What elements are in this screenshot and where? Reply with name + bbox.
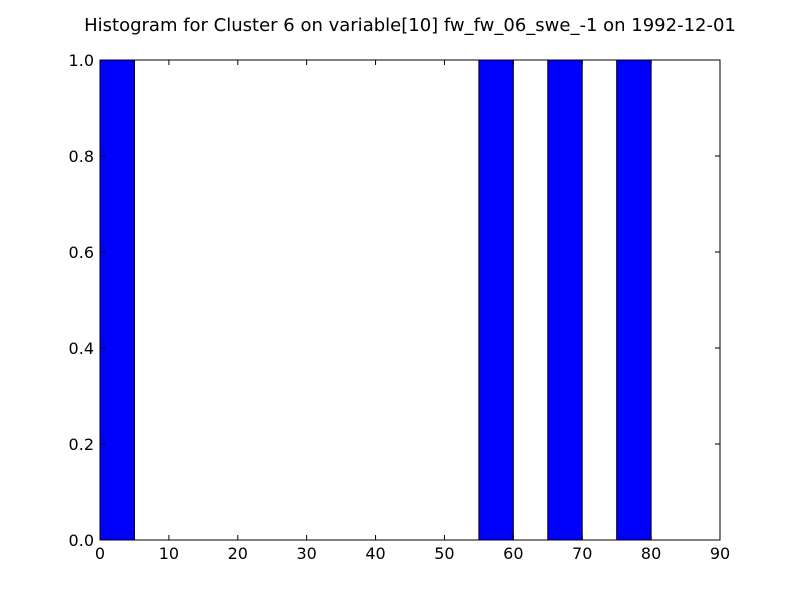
x-tick-label-4: 40 (365, 544, 385, 563)
x-tick-label-6: 60 (503, 544, 523, 563)
y-axis: 0.0 0.2 0.4 0.6 0.8 1.0 (69, 51, 720, 550)
x-tick-label-8: 80 (641, 544, 661, 563)
y-tick-label-0: 0.0 (69, 531, 94, 550)
y-tick-label-1: 0.2 (69, 435, 94, 454)
x-axis: 0 10 20 30 40 50 60 70 80 90 (95, 60, 730, 563)
x-tick-label-2: 20 (228, 544, 248, 563)
x-tick-label-5: 50 (434, 544, 454, 563)
y-tick-label-4: 0.8 (69, 147, 94, 166)
y-tick-label-5: 1.0 (69, 51, 94, 70)
x-tick-label-0: 0 (95, 544, 105, 563)
y-tick-label-2: 0.4 (69, 339, 94, 358)
histogram-bar-2 (547, 59, 583, 541)
plot-frame (99, 59, 721, 541)
histogram-bar-0 (99, 59, 135, 541)
bars-group (99, 59, 652, 541)
x-tick-label-3: 30 (296, 544, 316, 563)
y-tick-label-3: 0.6 (69, 243, 94, 262)
x-tick-label-9: 90 (710, 544, 730, 563)
histogram-bar-1 (478, 59, 514, 541)
chart-title: Histogram for Cluster 6 on variable[10] … (84, 15, 736, 36)
x-tick-label-7: 70 (572, 544, 592, 563)
x-tick-label-1: 10 (159, 544, 179, 563)
histogram-bar-3 (616, 59, 652, 541)
